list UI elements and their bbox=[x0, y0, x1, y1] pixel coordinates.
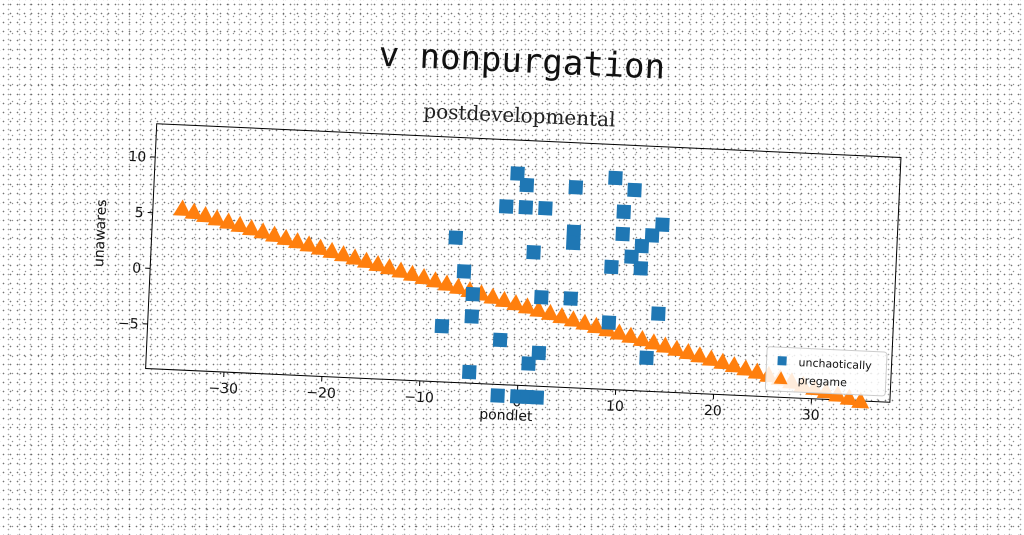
x-tick-label: 20 bbox=[704, 403, 723, 420]
unchaotically-point bbox=[651, 306, 666, 321]
unchaotically-point bbox=[633, 261, 648, 276]
unchaotically-point bbox=[493, 333, 508, 348]
unchaotically-point bbox=[529, 390, 544, 405]
unchaotically-point bbox=[604, 260, 619, 275]
unchaotically-point bbox=[465, 287, 480, 302]
chart-subtitle: postdevelopmental bbox=[423, 99, 616, 132]
x-tick-label: −30 bbox=[208, 380, 238, 397]
unchaotically-point bbox=[457, 264, 472, 279]
unchaotically-point bbox=[464, 309, 479, 324]
unchaotically-point bbox=[538, 201, 553, 216]
unchaotically-point bbox=[568, 180, 583, 195]
x-axis-label: pondlet bbox=[479, 407, 533, 425]
x-tick-label: 30 bbox=[801, 407, 820, 424]
legend-label-pregame: pregame bbox=[797, 374, 847, 389]
x-tick-label: −10 bbox=[404, 389, 434, 406]
unchaotically-point bbox=[448, 230, 463, 245]
unchaotically-point bbox=[534, 290, 549, 305]
unchaotically-point bbox=[602, 315, 617, 330]
unchaotically-point bbox=[616, 205, 631, 220]
chart-title: v nonpurgation bbox=[378, 35, 666, 88]
y-tick-label: 5 bbox=[134, 205, 144, 221]
x-tick-label: −20 bbox=[306, 385, 336, 402]
unchaotically-point bbox=[655, 217, 670, 232]
unchaotically-point bbox=[499, 199, 514, 214]
unchaotically-point bbox=[639, 350, 654, 365]
unchaotically-point bbox=[608, 171, 623, 186]
y-tick-label: 10 bbox=[128, 149, 147, 166]
unchaotically-point bbox=[518, 200, 533, 215]
unchaotically-point bbox=[615, 227, 630, 242]
y-axis-label: unawares bbox=[91, 199, 110, 267]
unchaotically-point bbox=[566, 236, 581, 251]
unchaotically-point bbox=[462, 365, 477, 380]
unchaotically-point bbox=[532, 346, 547, 361]
y-tick-label: 0 bbox=[132, 261, 142, 277]
unchaotically-point bbox=[490, 388, 505, 403]
y-tick-label: −5 bbox=[118, 316, 139, 333]
unchaotically-point bbox=[435, 319, 450, 334]
legend-square-marker bbox=[777, 356, 786, 365]
unchaotically-point bbox=[526, 245, 541, 260]
unchaotically-point bbox=[520, 178, 535, 193]
x-tick-label: 10 bbox=[606, 398, 625, 415]
unchaotically-point bbox=[627, 183, 642, 198]
unchaotically-point bbox=[563, 291, 578, 306]
